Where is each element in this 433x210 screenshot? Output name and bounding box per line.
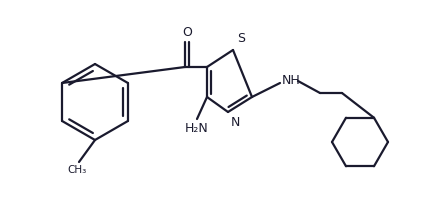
Text: NH: NH bbox=[282, 75, 301, 88]
Text: H₂N: H₂N bbox=[185, 122, 209, 135]
Text: CH₃: CH₃ bbox=[68, 165, 87, 175]
Text: O: O bbox=[182, 26, 192, 39]
Text: N: N bbox=[231, 116, 240, 129]
Text: S: S bbox=[237, 32, 245, 45]
